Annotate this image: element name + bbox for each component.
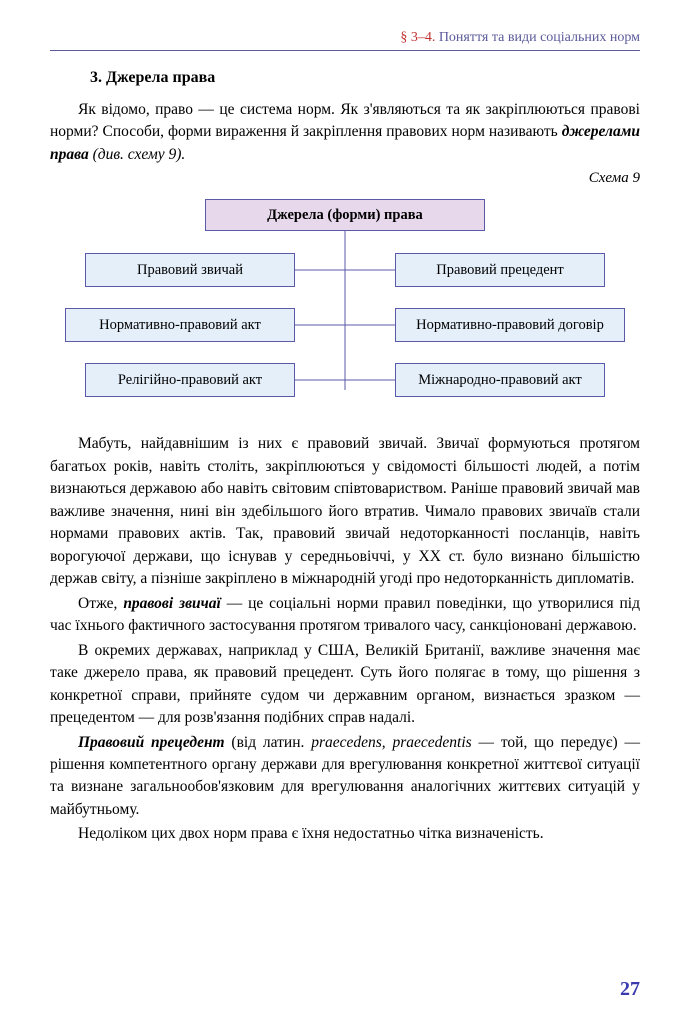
diagram-leaf-2: Нормативно-правовий акт [65, 308, 295, 342]
paragraph-4: Правовий прецедент (від латин. praeceden… [50, 732, 640, 822]
scheme-label: Схема 9 [50, 170, 640, 187]
sources-diagram: Джерела (форми) права Правовий звичай Пр… [65, 195, 625, 415]
page-header: § 3–4. Поняття та види соціальних норм [50, 30, 640, 51]
diagram-root: Джерела (форми) права [205, 199, 485, 231]
diagram-leaf-3: Нормативно-правовий договір [395, 308, 625, 342]
diagram-leaf-4: Релігійно-правовий акт [85, 363, 295, 397]
page-number: 27 [620, 978, 640, 1001]
intro-paragraph: Як відомо, право — це система норм. Як з… [50, 99, 640, 166]
para4-latin-pre: (від латин. [225, 734, 312, 751]
paragraph-3: В окремих державах, наприклад у США, Вел… [50, 640, 640, 730]
intro-text: Як відомо, право — це система норм. Як з… [50, 101, 640, 140]
para2-term: правові звичаї [123, 595, 221, 612]
header-section: § 3–4. [400, 30, 435, 45]
paragraph-5: Недоліком цих двох норм права є їхня нед… [50, 823, 640, 845]
intro-tail: (див. схему 9). [89, 146, 186, 163]
diagram-leaf-0: Правовий звичай [85, 253, 295, 287]
paragraph-1: Мабуть, найдавнішим із них є правовий зв… [50, 433, 640, 590]
diagram-leaf-5: Міжнародно-правовий акт [395, 363, 605, 397]
diagram-leaf-1: Правовий прецедент [395, 253, 605, 287]
para4-latin: praecedens, praecedentis [311, 734, 471, 751]
para2-pre: Отже, [78, 595, 123, 612]
para4-term: Правовий прецедент [78, 734, 225, 751]
header-title: Поняття та види соціальних норм [439, 30, 640, 45]
section-heading: 3. Джерела права [90, 69, 640, 87]
paragraph-2: Отже, правові звичаї — це соціальні норм… [50, 593, 640, 638]
